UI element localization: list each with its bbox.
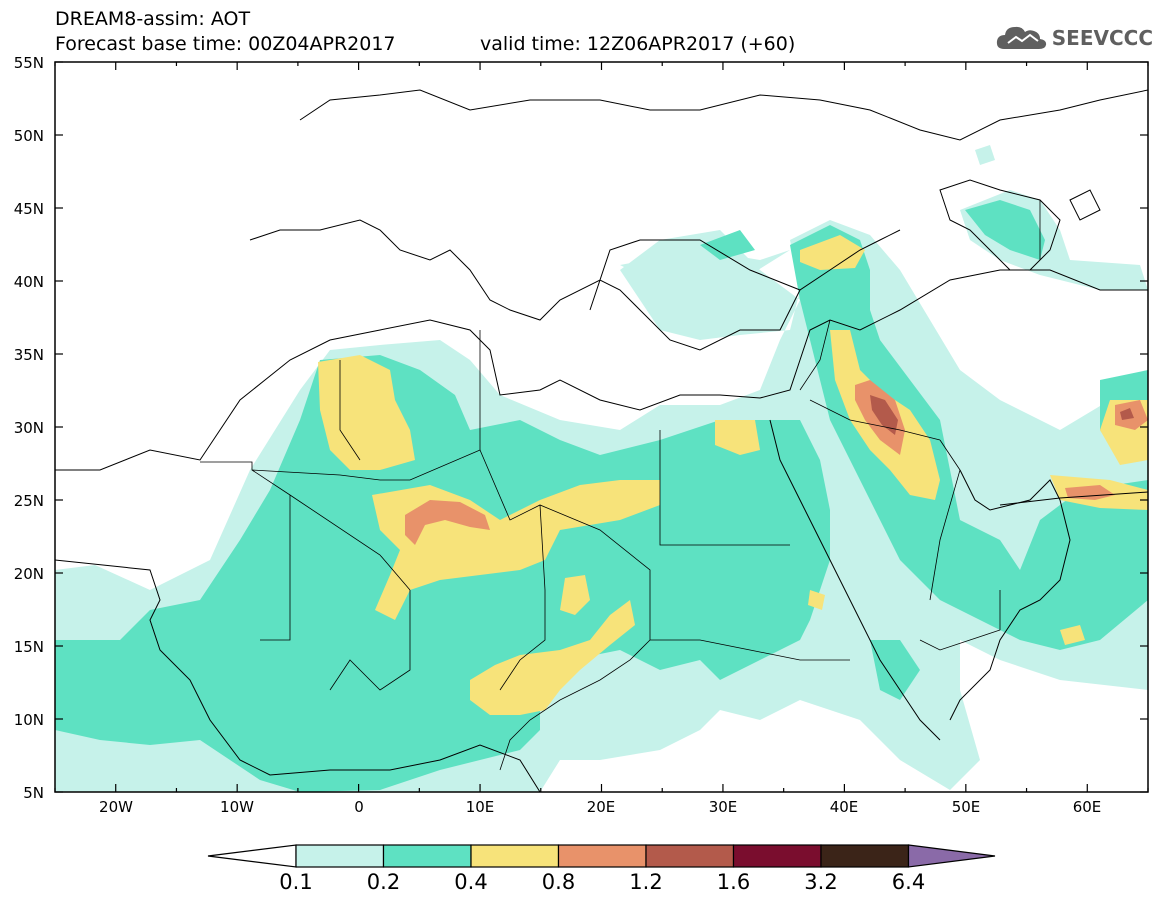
lat-label-50n: 50N <box>13 127 44 145</box>
lat-label-10n: 10N <box>13 711 44 729</box>
colorbar-swatch-3.2-6.4 <box>820 844 910 868</box>
colorbar-label-3.2: 3.2 <box>804 870 838 894</box>
colorbar-swatch-0.8-1.2 <box>557 844 647 868</box>
lon-label-50e: 50E <box>951 798 981 816</box>
lat-label-30n: 30N <box>13 419 44 437</box>
lat-label-5n: 5N <box>23 784 44 802</box>
country-borders <box>200 200 1041 771</box>
colorbar-label-0.4: 0.4 <box>454 870 488 894</box>
lon-label-20e: 20E <box>586 798 616 816</box>
colorbar-swatch-1.2-1.6 <box>645 844 735 868</box>
colorbar-label-1.2: 1.2 <box>629 870 663 894</box>
lon-label-0: 0 <box>354 798 364 816</box>
logo-text: SEEVCCC <box>1051 26 1153 50</box>
map-title: DREAM8-assim: AOT <box>55 8 251 30</box>
seevccc-logo: SEEVCCC <box>996 23 1153 53</box>
colorbar-label-0.8: 0.8 <box>541 870 576 894</box>
lat-label-20n: 20N <box>13 565 44 583</box>
lat-label-40n: 40N <box>13 273 44 291</box>
lat-label-45n: 45N <box>13 200 44 218</box>
colorbar-label-6.4: 6.4 <box>891 870 926 894</box>
lon-label-40e: 40E <box>829 798 859 816</box>
cloud-icon <box>996 26 1046 49</box>
lon-label-60e: 60E <box>1072 798 1102 816</box>
colorbar <box>207 844 996 868</box>
colorbar-swatch-0.2-0.4 <box>382 844 472 868</box>
lat-label-15n: 15N <box>13 638 44 656</box>
colorbar-label-0.1: 0.1 <box>279 870 313 894</box>
colorbar-swatch-1.6-3.2 <box>732 844 822 868</box>
lat-label-25n: 25N <box>13 492 44 510</box>
lon-label-30e: 30E <box>708 798 738 816</box>
coastlines <box>55 89 1148 792</box>
lat-label-55n: 55N <box>13 54 44 72</box>
lon-label-20w: 20W <box>99 798 133 816</box>
colorbar-label-1.6: 1.6 <box>716 870 751 894</box>
lat-label-35n: 35N <box>13 346 44 364</box>
lon-label-10w: 10W <box>220 798 254 816</box>
colorbar-label-0.2: 0.2 <box>366 870 401 894</box>
aot-field <box>55 145 1148 792</box>
lon-label-10e: 10E <box>465 798 495 816</box>
colorbar-under-triangle <box>207 844 297 868</box>
colorbar-swatch-0.4-0.8 <box>470 844 560 868</box>
axis-ticks <box>54 61 1149 793</box>
aot-band-1.2-1.6 <box>870 395 1134 435</box>
valid-time: valid time: 12Z06APR2017 (+60) <box>480 33 796 55</box>
colorbar-over-triangle <box>907 844 996 868</box>
forecast-base-time: Forecast base time: 00Z04APR2017 <box>55 33 396 55</box>
colorbar-swatch-0.1-0.2 <box>295 844 385 868</box>
